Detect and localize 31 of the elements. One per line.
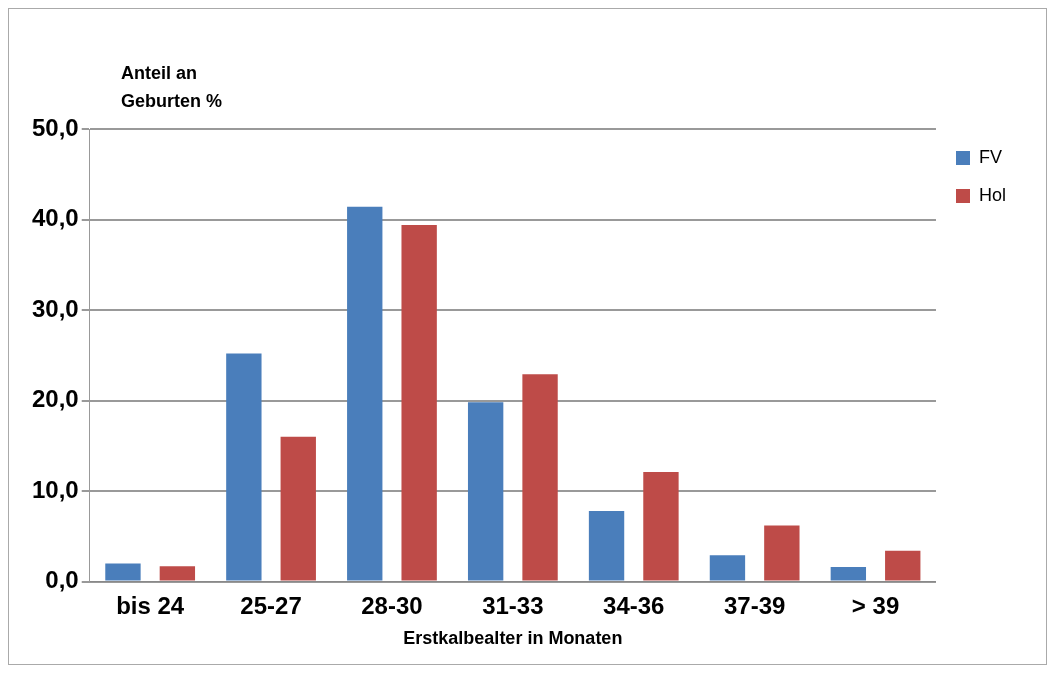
y-tick-label: 50,0 xyxy=(31,113,79,141)
x-tick-label: bis 24 xyxy=(116,591,185,619)
x-tick-label: > 39 xyxy=(851,591,900,619)
y-tick-label: 30,0 xyxy=(31,294,79,322)
bar xyxy=(347,206,383,581)
x-tick-label: 31-33 xyxy=(482,591,544,619)
x-axis-title: Erstkalbealter in Monaten xyxy=(403,628,623,649)
y-tick-label: 40,0 xyxy=(31,204,79,232)
y-tick-label: 0,0 xyxy=(45,566,79,594)
bar xyxy=(159,566,196,581)
bar xyxy=(467,402,504,581)
legend-label: FV xyxy=(978,146,1003,167)
bar xyxy=(830,567,867,581)
y-tick-label: 20,0 xyxy=(31,385,79,413)
bar xyxy=(643,472,679,581)
bar xyxy=(885,550,921,581)
bar xyxy=(226,353,262,581)
x-tick-label: 25-27 xyxy=(240,591,302,619)
x-tick-label: 37-39 xyxy=(723,591,786,619)
bar xyxy=(280,436,316,581)
y-axis-title: Anteil an Geburten % xyxy=(121,62,223,113)
x-tick-label: 28-30 xyxy=(361,591,423,619)
bar xyxy=(588,510,625,581)
bar xyxy=(105,563,141,581)
bar xyxy=(709,555,746,581)
legend-label: Hol xyxy=(978,184,1007,205)
bar xyxy=(764,525,800,581)
y-tick-label: 10,0 xyxy=(31,475,79,503)
x-tick-label: 34-36 xyxy=(603,591,665,619)
bar xyxy=(522,374,558,581)
bar xyxy=(401,224,437,581)
